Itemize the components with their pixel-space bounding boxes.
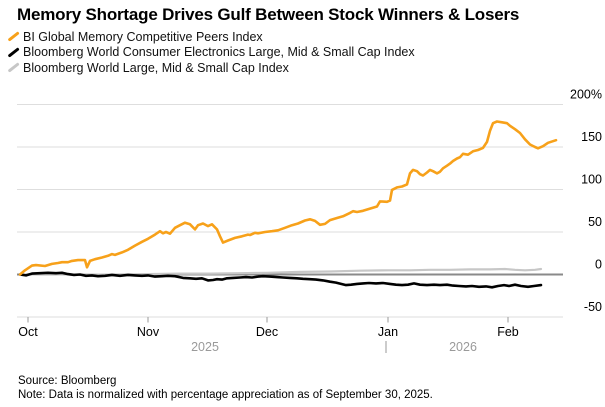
y-axis-label: 0 (595, 258, 602, 272)
x-axis-month-label: Feb (497, 325, 519, 339)
legend-item-2: Bloomberg World Large, Mid & Small Cap I… (7, 60, 415, 76)
note-text: Note: Data is normalized with percentage… (18, 389, 433, 401)
y-axis-label: -50 (584, 300, 602, 314)
source-text: Source: Bloomberg (18, 375, 117, 387)
x-axis-month-label: Jan (378, 325, 398, 339)
y-axis-label: 50 (588, 215, 602, 229)
x-axis-month-label: Dec (256, 325, 278, 339)
legend-item-0: BI Global Memory Competitive Peers Index (7, 29, 415, 45)
legend: BI Global Memory Competitive Peers Index… (7, 29, 415, 76)
legend-item-1: Bloomberg World Consumer Electronics Lar… (7, 45, 415, 61)
y-axis-label: 100 (581, 173, 602, 187)
x-axis-month-label: Oct (18, 325, 38, 339)
chart-title: Memory Shortage Drives Gulf Between Stoc… (17, 5, 520, 24)
series-line (18, 271, 543, 289)
legend-item-label: Bloomberg World Consumer Electronics Lar… (23, 45, 415, 60)
year-label: 2025 (191, 340, 219, 354)
year-label: 2026 (449, 340, 477, 354)
x-axis-month-label: Nov (137, 325, 160, 339)
y-axis-label: 200% (570, 88, 602, 102)
series-line (18, 120, 558, 276)
legend-item-label: BI Global Memory Competitive Peers Index (23, 29, 263, 44)
y-axis-label: 150 (581, 130, 602, 144)
legend-item-label: Bloomberg World Large, Mid & Small Cap I… (23, 60, 289, 75)
